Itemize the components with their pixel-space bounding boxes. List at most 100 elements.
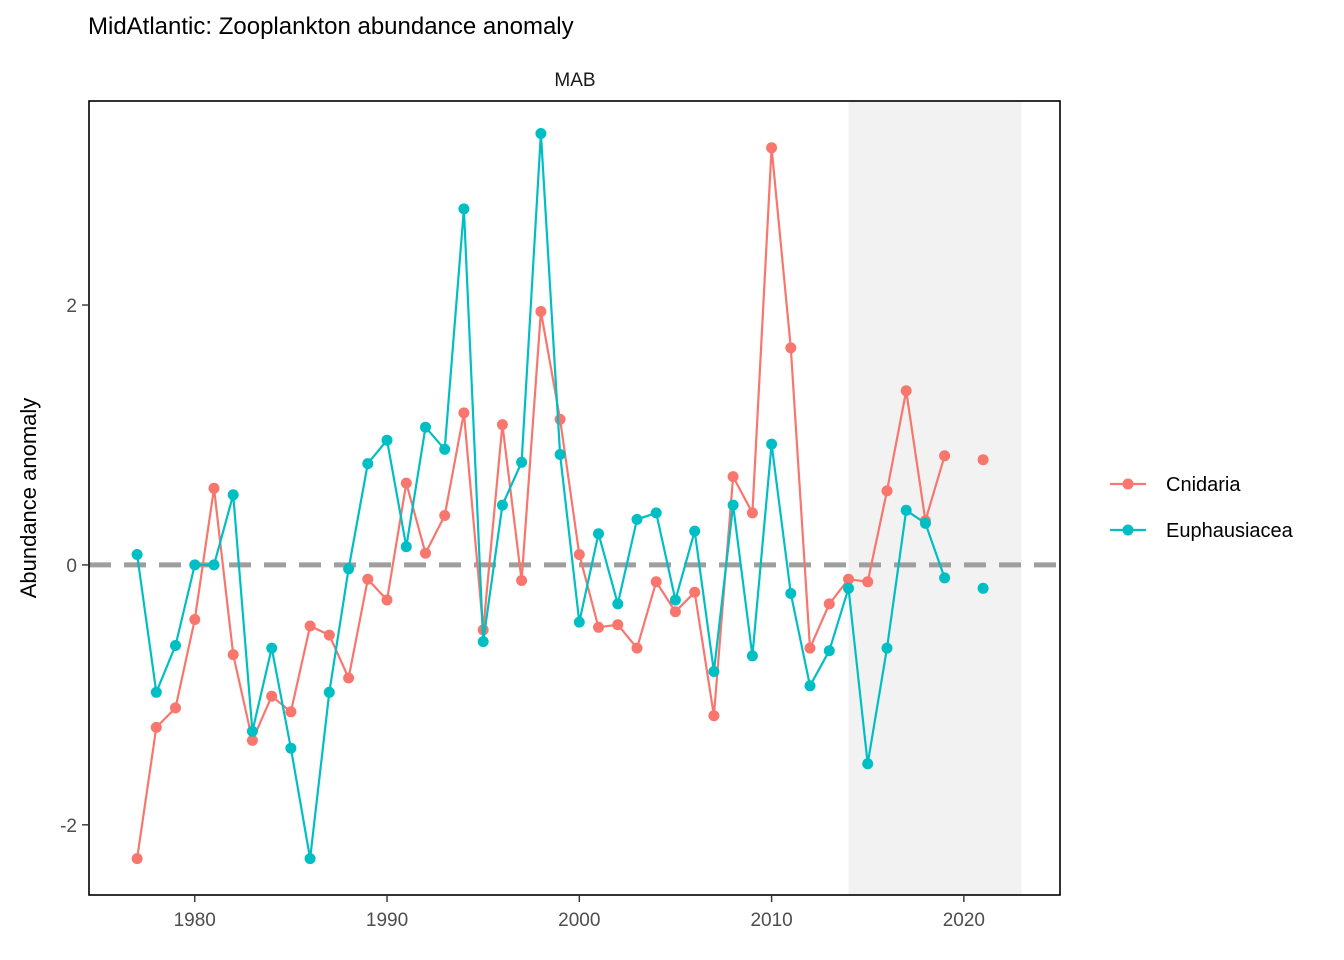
x-tick-label: 2000	[558, 910, 600, 931]
data-point	[496, 499, 508, 511]
data-point	[766, 142, 778, 154]
data-point	[381, 594, 393, 606]
data-point	[977, 454, 989, 466]
data-point	[823, 645, 835, 657]
y-tick-label: 2	[66, 296, 77, 317]
legend-key-point	[1122, 478, 1134, 490]
data-point	[862, 576, 874, 588]
data-point	[266, 690, 278, 702]
data-point	[631, 642, 643, 654]
data-point	[804, 642, 816, 654]
x-tick-label: 1990	[366, 910, 408, 931]
data-point	[131, 549, 143, 560]
data-point	[458, 407, 470, 419]
data-point	[650, 507, 662, 519]
data-point	[439, 510, 451, 521]
facet-label: MAB	[554, 70, 595, 91]
data-point	[246, 734, 258, 746]
data-point	[900, 504, 912, 516]
data-point	[150, 686, 162, 698]
legend-label: Euphausiacea	[1166, 520, 1294, 542]
data-point	[939, 450, 951, 462]
data-point	[477, 636, 489, 648]
data-point	[458, 203, 470, 215]
data-point	[900, 385, 912, 397]
x-axis: 1980 1990 2000 2010 2020	[174, 895, 985, 931]
data-point	[689, 586, 701, 598]
data-point	[766, 438, 778, 450]
data-point	[727, 471, 739, 483]
data-point	[708, 710, 720, 722]
data-point	[208, 482, 220, 494]
data-point	[400, 541, 412, 553]
data-point	[323, 686, 335, 698]
data-point	[516, 456, 528, 468]
data-point	[266, 642, 278, 654]
data-point	[785, 342, 797, 354]
data-point	[881, 485, 893, 497]
data-point	[612, 598, 624, 610]
data-point	[573, 549, 585, 560]
data-point	[227, 489, 239, 501]
legend: Cnidaria Euphausiacea	[1110, 474, 1294, 542]
data-point	[977, 582, 989, 594]
data-point	[535, 306, 547, 317]
y-tick-label: 0	[66, 556, 77, 577]
data-point	[746, 650, 758, 662]
data-point	[285, 706, 297, 718]
data-point	[669, 594, 681, 606]
data-point	[189, 614, 201, 625]
data-point	[381, 434, 393, 446]
data-point	[535, 128, 547, 139]
data-point	[919, 517, 931, 529]
legend-label: Cnidaria	[1166, 474, 1241, 496]
data-point	[843, 582, 854, 594]
legend-key-point	[1122, 524, 1134, 536]
data-point	[150, 721, 162, 733]
data-point	[593, 621, 604, 633]
data-point	[631, 513, 643, 525]
data-point	[420, 547, 431, 559]
data-point	[400, 477, 412, 489]
data-point	[669, 606, 681, 618]
data-point	[593, 528, 604, 540]
x-tick-label: 2020	[943, 910, 985, 931]
data-point	[650, 576, 662, 588]
data-point	[554, 449, 566, 460]
legend-item-cnidaria: Cnidaria	[1110, 474, 1241, 496]
data-point	[496, 419, 508, 431]
chart-title: MidAtlantic: Zooplankton abundance anoma…	[88, 13, 574, 40]
series-line-euphausiacea	[136, 133, 946, 859]
data-point	[939, 572, 951, 584]
data-point	[131, 853, 143, 865]
data-point	[708, 666, 720, 677]
data-point	[439, 443, 451, 455]
data-point	[362, 458, 374, 470]
legend-item-euphausiacea: Euphausiacea	[1110, 520, 1294, 542]
data-point	[573, 616, 585, 628]
data-point	[554, 413, 566, 425]
data-point	[343, 563, 355, 575]
data-point	[746, 507, 758, 519]
highlight-band	[848, 101, 1022, 895]
data-point	[246, 725, 258, 737]
data-point	[804, 680, 816, 692]
series-layer	[131, 128, 989, 865]
y-axis: -2 0 2	[60, 296, 89, 837]
data-point	[823, 598, 835, 610]
data-point	[304, 620, 316, 632]
data-point	[170, 702, 181, 714]
y-tick-label: -2	[60, 816, 77, 837]
data-point	[420, 421, 431, 433]
data-point	[881, 642, 893, 654]
data-point	[189, 559, 201, 571]
data-point	[323, 629, 335, 641]
plot-panel-border	[88, 100, 1061, 896]
data-point	[862, 758, 874, 770]
data-point	[612, 619, 624, 631]
series-euphausiacea	[131, 128, 989, 865]
data-point	[227, 649, 239, 661]
y-axis-label: Abundance anomaly	[16, 398, 41, 599]
data-point	[304, 853, 316, 865]
data-point	[689, 525, 701, 537]
